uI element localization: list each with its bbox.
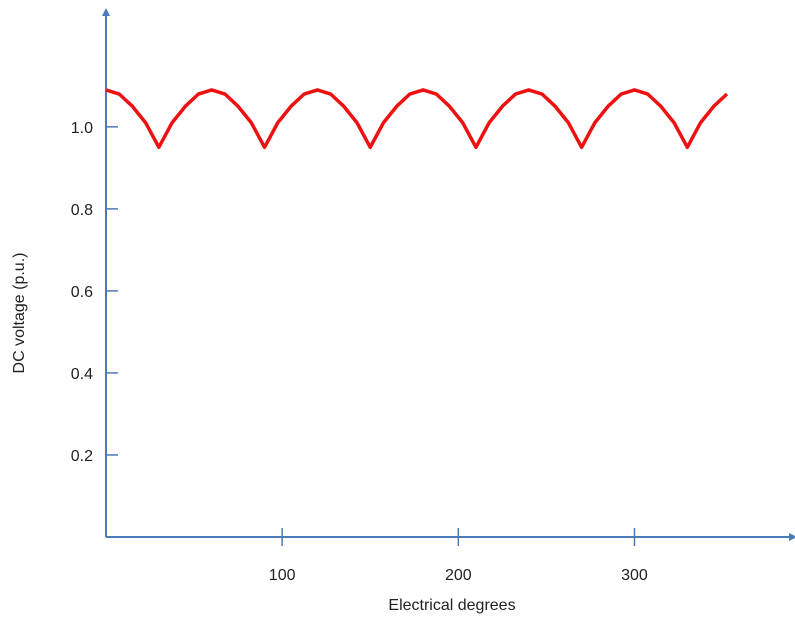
y-tick-label: 0.8 bbox=[71, 202, 93, 219]
x-axis-title: Electrical degrees bbox=[388, 597, 515, 614]
y-tick-label: 0.4 bbox=[71, 366, 93, 383]
x-tick-label: 300 bbox=[621, 567, 648, 584]
x-tick-label: 100 bbox=[269, 567, 296, 584]
x-ticks: 100 200 300 bbox=[269, 528, 648, 584]
y-tick-label: 0.6 bbox=[71, 284, 93, 301]
axes bbox=[102, 8, 795, 541]
series-group bbox=[105, 88, 729, 150]
x-tick-label: 200 bbox=[445, 567, 472, 584]
series-line-dc-voltage bbox=[105, 88, 729, 150]
y-axis-title: DC voltage (p.u.) bbox=[11, 253, 28, 374]
y-ticks: 0.2 0.4 0.6 0.8 1.0 bbox=[71, 120, 118, 465]
y-tick-label: 0.2 bbox=[71, 448, 93, 465]
y-tick-label: 1.0 bbox=[71, 120, 93, 137]
